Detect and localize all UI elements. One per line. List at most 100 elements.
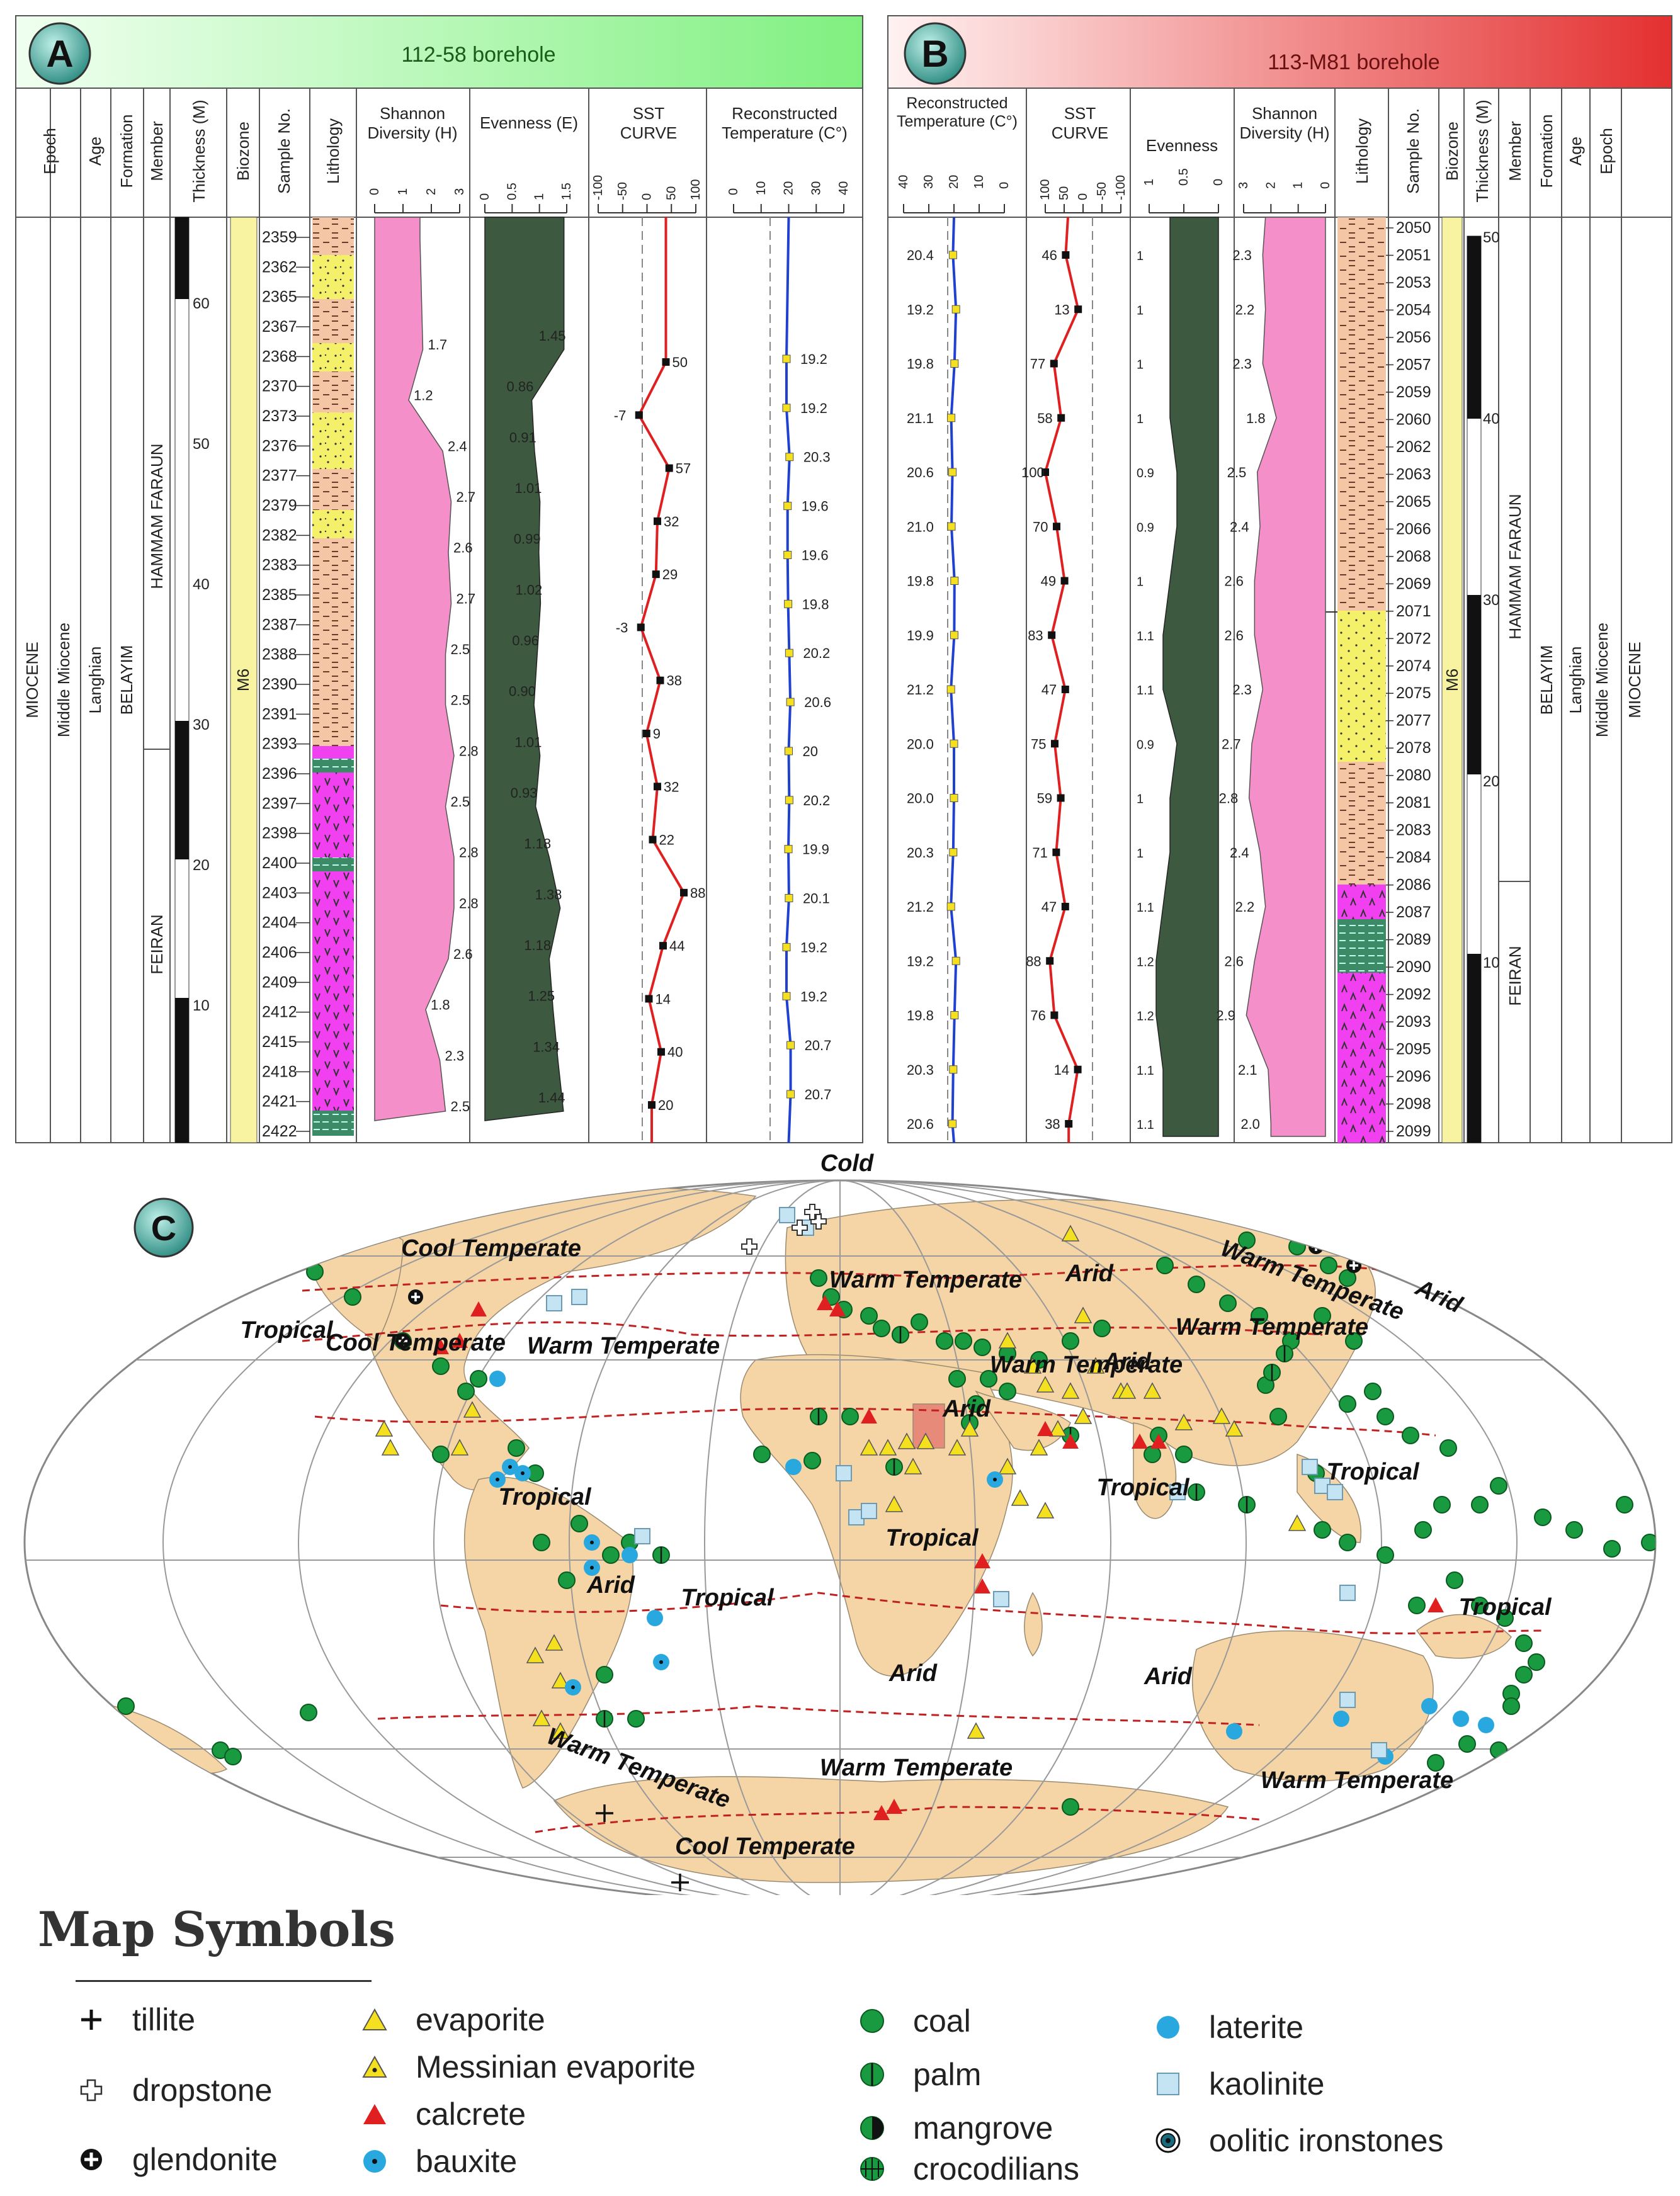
sst-value-label: 32: [664, 514, 679, 529]
evenness-value-label-b: 1: [1137, 249, 1144, 263]
coal-icon: [850, 2002, 894, 2040]
evenness-value-label-b: 1.2: [1137, 1010, 1154, 1024]
sst-value-label-b: 49: [1041, 574, 1056, 589]
sst-value-label-b: 13: [1054, 302, 1069, 317]
evenness-value-label: 1.01: [515, 734, 542, 750]
evaporite-icon: [885, 1495, 904, 1512]
shannon-b-tick-label: 1: [1291, 182, 1305, 189]
sst-point-b: [1046, 957, 1054, 965]
evaporite-icon: [878, 1439, 897, 1456]
palm-icon: [652, 1546, 670, 1564]
sst-point: [652, 570, 660, 579]
evenness-value-label: 0.99: [514, 531, 541, 547]
kaolinite-icon: [1302, 1459, 1318, 1475]
sst-point: [637, 623, 645, 631]
thickness-tick-label: 30: [193, 716, 210, 733]
sst-value-label-b: 47: [1041, 899, 1057, 915]
sample-label: 2365: [262, 288, 297, 306]
sample-label-b: 2053: [1396, 274, 1431, 291]
temperature-value-label: 20.2: [803, 793, 830, 808]
temp-b-tick-label: 0: [997, 182, 1011, 189]
bauxite-icon: [502, 1459, 518, 1475]
climate-zone-label: Cool Temperate: [401, 1235, 581, 1262]
tillite-icon: [69, 2001, 113, 2039]
panel-c-badge-letter: C: [151, 1208, 176, 1248]
coal-icon: [1433, 1496, 1451, 1514]
evenness-b-tick-label: 0.5: [1177, 168, 1191, 186]
climate-zone-label: Cool Temperate: [675, 1833, 855, 1860]
coal-icon: [955, 1332, 972, 1350]
evaporite-icon: [967, 1722, 985, 1739]
sst-tick-label: -100: [591, 175, 605, 200]
climate-zone-label: Warm Temperate: [1261, 1767, 1453, 1794]
thickness-bar: [174, 217, 190, 1143]
sample-label-b: 2069: [1396, 575, 1431, 592]
shannon-value-label: 1.8: [431, 997, 450, 1013]
sample-label: 2376: [262, 437, 297, 455]
evaporite-icon: [897, 1432, 916, 1449]
panel-c-badge: [133, 1197, 194, 1258]
panel-b-title-bar: [887, 15, 1672, 89]
temperature-value-label: 20.7: [805, 1087, 832, 1102]
coal-icon: [1427, 1754, 1444, 1772]
shannon-diversity-profile-b: [1246, 217, 1326, 1137]
bauxite-icon: [514, 1465, 531, 1481]
evenness-value-label: 0.93: [511, 785, 538, 801]
sample-label: 2359: [262, 229, 297, 246]
evaporite-icon: [960, 1420, 979, 1437]
temperature-point-b: [946, 685, 955, 694]
shannon-tick-label: 3: [453, 188, 467, 195]
evaporite-icon: [463, 1401, 482, 1418]
temperature-value-label-b: 20.4: [907, 247, 934, 263]
shannon-value-label: 2.8: [459, 743, 479, 759]
evenness-value-label-b: 1.1: [1137, 630, 1154, 643]
temperature-value-label-b: 19.8: [907, 574, 934, 589]
coal-icon: [1269, 1408, 1287, 1425]
shannon-tick-label: 2: [424, 188, 438, 195]
shannon-value-label-b: 1.8: [1246, 410, 1266, 426]
header-b-sst: SST CURVE: [1051, 104, 1109, 142]
sst-point: [635, 411, 643, 419]
sst-value-label: 44: [669, 938, 684, 954]
temperature-value-label-b: 20.6: [907, 1116, 934, 1132]
evenness-value-label-b: 1: [1137, 412, 1144, 426]
evenness-value-label: 0.91: [509, 429, 536, 445]
coal-icon: [1219, 1294, 1237, 1312]
lithology-column-b: [1337, 217, 1386, 1143]
coal-icon: [1364, 1383, 1382, 1400]
calcrete-icon: [817, 1295, 833, 1310]
sst-point-b: [1050, 1011, 1059, 1019]
coal-icon: [1458, 1735, 1476, 1753]
kaolinite-icon: [1339, 1692, 1356, 1708]
sample-label-b: 2084: [1396, 849, 1431, 866]
sst-b-tick-label: -50: [1095, 182, 1109, 200]
sst-value-label-b: 76: [1030, 1008, 1045, 1024]
sample-label-b: 2065: [1396, 493, 1431, 511]
sample-label-b: 2072: [1396, 630, 1431, 647]
temperature-value-label: 20.3: [803, 450, 831, 465]
temperature-value-label-b: 20.0: [907, 791, 934, 807]
temperature-value-label: 20.7: [805, 1038, 832, 1053]
evenness-value-label: 1.34: [533, 1039, 560, 1055]
sst-value-label: -3: [616, 620, 628, 635]
messinian-evaporite-icon: [353, 2048, 397, 2086]
thickness-bar-b: [1467, 235, 1482, 1143]
sst-value-label: 40: [667, 1044, 683, 1060]
sst-point: [654, 517, 661, 525]
coal-icon: [1603, 1540, 1621, 1558]
sample-label-b: 2059: [1396, 383, 1431, 401]
bauxite-icon: [565, 1679, 581, 1695]
sst-point-b: [1074, 305, 1082, 314]
coal-icon: [1565, 1521, 1583, 1539]
sample-label: 2400: [262, 854, 297, 872]
legend-laterite: laterite: [1146, 2008, 1303, 2046]
coal-icon: [419, 1181, 437, 1199]
evaporite-icon: [532, 1709, 551, 1726]
kaolinite-icon: [546, 1295, 562, 1311]
lithology-column: [312, 217, 354, 1136]
header-b-age: Age: [1566, 137, 1585, 166]
sst-tick-label: 0: [640, 193, 654, 200]
shannon-value-label-b: 2.6: [1224, 953, 1244, 969]
evaporite-icon: [998, 1457, 1017, 1474]
coal-icon: [860, 1307, 878, 1325]
